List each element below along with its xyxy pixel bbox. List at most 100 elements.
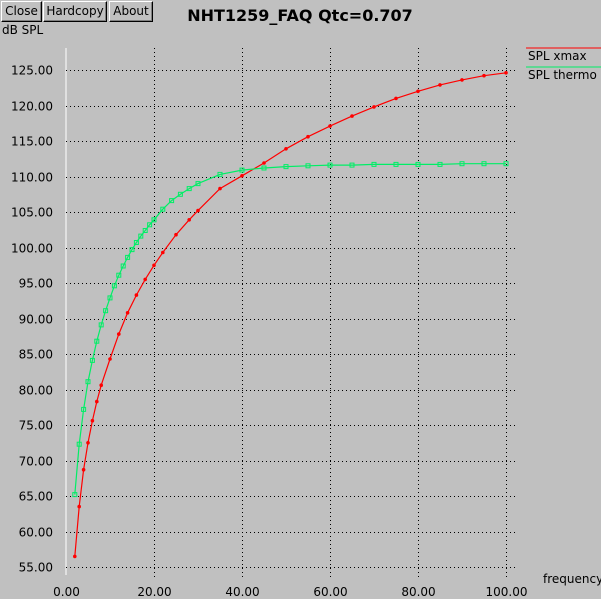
data-point [393, 161, 399, 167]
y-tick-label: 110.00 [11, 171, 53, 185]
data-point [327, 162, 333, 168]
data-point [151, 217, 157, 223]
y-tick-label: 120.00 [11, 100, 53, 114]
data-point [117, 332, 121, 336]
y-tick-label: 100.00 [11, 242, 53, 256]
data-point [160, 206, 166, 212]
x-tick-label: 0.00 [53, 585, 80, 599]
data-point [196, 208, 200, 213]
data-point [108, 357, 112, 361]
data-point [372, 105, 376, 109]
data-point [138, 233, 144, 239]
data-point [134, 293, 139, 297]
data-point [77, 504, 81, 509]
y-tick-label: 75.00 [19, 419, 53, 433]
series-line-0 [74, 72, 507, 557]
data-point [217, 171, 223, 177]
y-tick-label: 90.00 [19, 313, 53, 327]
data-point [504, 71, 508, 75]
data-point [89, 357, 95, 363]
close-button[interactable]: Close [1, 1, 42, 22]
hardcopy-button[interactable]: Hardcopy [43, 1, 107, 22]
data-point [116, 272, 122, 278]
data-point [73, 554, 77, 559]
y-tick-label: 85.00 [19, 348, 53, 362]
data-point [482, 73, 486, 78]
data-point [111, 283, 117, 289]
data-point [81, 406, 87, 412]
x-tick-label: 80.00 [401, 585, 435, 599]
data-point [107, 295, 113, 301]
data-point [142, 228, 148, 233]
data-point [262, 161, 266, 165]
data-point [72, 492, 78, 498]
about-button[interactable]: About [109, 1, 153, 22]
data-point [438, 83, 442, 87]
x-tick-label: 100.00 [486, 585, 528, 599]
x-tick-label: 20.00 [137, 585, 171, 599]
series-line-1 [74, 163, 506, 495]
data-point [437, 161, 443, 167]
y-tick-label: 65.00 [19, 490, 53, 504]
data-point [481, 161, 487, 167]
data-point [186, 186, 192, 192]
data-point [95, 399, 99, 404]
data-point [240, 174, 244, 178]
data-point [177, 191, 183, 197]
data-point [85, 379, 91, 385]
y-tick-label: 80.00 [19, 384, 53, 398]
y-tick-label: 125.00 [11, 64, 53, 78]
data-point [94, 338, 100, 344]
data-point [152, 263, 156, 268]
data-point [90, 418, 95, 423]
y-tick-label: 95.00 [19, 277, 53, 291]
chart-title: NHT1259_FAQ Qtc=0.707 [187, 6, 413, 25]
data-point [86, 441, 90, 445]
data-point [394, 96, 398, 101]
data-point [460, 78, 464, 82]
data-point [284, 147, 288, 151]
series-lines [72, 71, 509, 559]
data-point [218, 186, 222, 191]
data-point [147, 222, 153, 228]
data-point [81, 467, 86, 472]
data-point [169, 198, 175, 204]
data-point [187, 218, 191, 222]
data-point [125, 254, 131, 260]
data-point [174, 232, 178, 237]
data-point [129, 247, 135, 253]
data-point [416, 89, 420, 94]
data-point [371, 161, 377, 167]
x-tick-label: 40.00 [225, 585, 259, 599]
data-point [120, 263, 126, 269]
data-point [103, 308, 109, 314]
data-point [503, 161, 509, 167]
data-point [306, 134, 310, 139]
x-tick-label: 60.00 [313, 585, 347, 599]
legend-entry: SPL thermo [528, 68, 597, 82]
y-tick-label: 70.00 [19, 455, 53, 469]
y-axis-label: dB SPL [2, 23, 44, 37]
y-tick-label: 105.00 [11, 206, 53, 220]
grid [66, 48, 518, 580]
data-point [415, 161, 421, 167]
y-tick-label: 60.00 [19, 526, 53, 540]
legend-entry: SPL xmax [528, 49, 587, 63]
data-point [99, 383, 103, 388]
x-tick-labels: 0.00 20.00 40.00 60.00 80.00 100.00 [53, 585, 527, 599]
data-point [161, 250, 165, 255]
data-point [76, 441, 82, 447]
y-tick-label: 55.00 [19, 561, 53, 575]
data-point [133, 240, 139, 245]
x-axis-label: frequency [543, 572, 601, 586]
data-point [305, 163, 311, 169]
data-point [261, 165, 267, 171]
data-point [283, 164, 289, 170]
legend: SPL xmax SPL thermo [526, 47, 601, 82]
data-point [195, 181, 201, 187]
data-point [125, 311, 130, 315]
y-tick-labels: 55.00 60.00 65.00 70.00 75.00 80.00 85.00 90.00… [11, 64, 53, 575]
data-point [143, 277, 147, 282]
y-tick-label: 115.00 [11, 135, 53, 149]
